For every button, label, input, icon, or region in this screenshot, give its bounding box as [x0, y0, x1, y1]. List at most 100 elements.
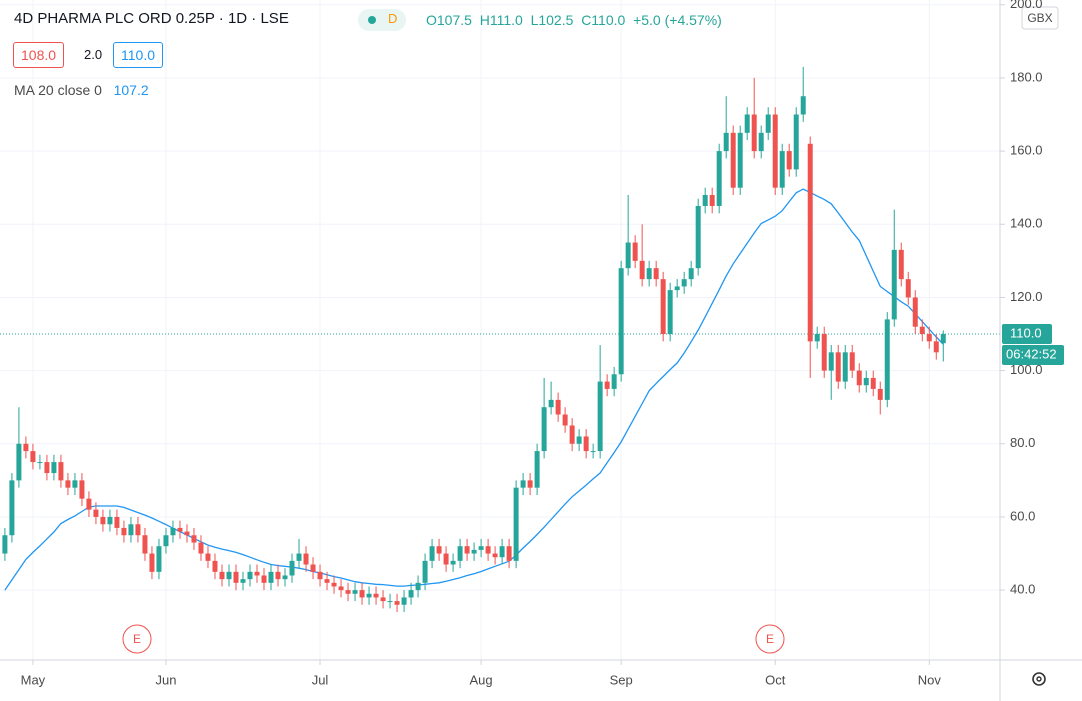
candle-body: [86, 498, 92, 510]
candle-body: [184, 531, 190, 536]
candle-body: [870, 377, 876, 389]
status-badge: D: [388, 11, 398, 26]
candle-body: [940, 334, 946, 344]
candle-body: [863, 377, 869, 386]
candle-body: [58, 462, 64, 481]
candle-body: [485, 546, 491, 554]
ohlc-open: O107.5: [426, 12, 472, 28]
y-tick-label: 200.0: [1010, 0, 1043, 11]
candle-body: [51, 462, 57, 474]
ohlc-change: +5.0 (+4.57%): [633, 12, 722, 28]
y-tick-label: 80.0: [1010, 435, 1035, 450]
earnings-marker[interactable]: [122, 624, 152, 654]
candle-body: [205, 553, 211, 561]
candle-body: [723, 132, 729, 152]
candle-body: [443, 553, 449, 565]
candle-body: [793, 114, 799, 170]
candle-body: [877, 388, 883, 400]
candle-body: [296, 553, 302, 561]
currency-box[interactable]: [1021, 6, 1059, 30]
candle-body: [569, 425, 575, 444]
candle-body: [891, 249, 897, 320]
candle-body: [688, 268, 694, 280]
candle-body: [807, 143, 813, 342]
candle-body: [632, 242, 638, 261]
y-tick-label: 40.0: [1010, 582, 1035, 597]
candle-body: [625, 242, 631, 269]
x-tick-label: Jul: [312, 672, 329, 687]
y-tick-label: 120.0: [1010, 289, 1043, 304]
candle-body: [366, 593, 372, 598]
indicator-legend: MA 20 close 0 107.2: [14, 82, 149, 98]
candle-body: [135, 524, 141, 536]
candle-body: [709, 195, 715, 206]
candle-body: [317, 571, 323, 580]
candle-body: [65, 480, 71, 488]
candle-body: [23, 443, 29, 452]
candle-body: [611, 374, 617, 389]
settings-icon[interactable]: [1032, 672, 1046, 686]
candle-body: [464, 546, 470, 554]
candle-body: [401, 597, 407, 605]
candle-body: [303, 553, 309, 565]
x-tick-label: Sep: [610, 672, 633, 687]
candle-body: [744, 114, 750, 133]
ohlc-low: L102.5: [530, 12, 574, 28]
candle-body: [226, 571, 232, 580]
candle-body: [786, 151, 792, 170]
earnings-label: E: [133, 632, 141, 646]
candle-body: [310, 564, 316, 572]
x-tick-label: May: [21, 672, 46, 687]
candle-body: [457, 546, 463, 561]
candle-body: [520, 480, 526, 488]
candle-body: [338, 586, 344, 591]
candle-body: [667, 290, 673, 335]
gear-hub: [1036, 676, 1042, 682]
candle-body: [912, 297, 918, 327]
candle-body: [121, 527, 127, 536]
candle-body: [814, 334, 820, 342]
candle-body: [653, 268, 659, 280]
candle-body: [415, 582, 421, 591]
candle-body: [79, 480, 85, 499]
y-tick-label: 140.0: [1010, 216, 1043, 231]
candle-body: [100, 516, 106, 525]
candle-body: [513, 487, 519, 561]
candle-body: [261, 575, 267, 583]
status-dot: [368, 16, 376, 24]
candle-body: [212, 560, 218, 572]
candle-body: [604, 381, 610, 389]
y-tick-label: 180.0: [1010, 69, 1043, 84]
candle-body: [597, 381, 603, 452]
candle-body: [499, 546, 505, 558]
earnings-marker[interactable]: [755, 624, 785, 654]
candle-body: [170, 527, 176, 536]
candle-body: [198, 542, 204, 554]
candle-body: [345, 590, 351, 594]
y-tick-label: 60.0: [1010, 508, 1035, 523]
y-tick-label: 160.0: [1010, 143, 1043, 158]
status-pill[interactable]: D: [358, 9, 406, 31]
ask-box[interactable]: 110.0: [113, 42, 163, 68]
candle-body: [163, 535, 169, 547]
candle-body: [751, 114, 757, 152]
indicator-value: 107.2: [113, 82, 149, 98]
candle-body: [233, 571, 239, 583]
candle-body: [730, 132, 736, 188]
candle-body: [835, 352, 841, 382]
candle-body: [849, 352, 855, 371]
candle-body: [9, 480, 15, 536]
indicator-name: MA 20 close 0: [14, 82, 102, 98]
candle-body: [436, 546, 442, 554]
candle-body: [646, 268, 652, 280]
bid-box[interactable]: 108.0: [13, 42, 65, 68]
candle-body: [905, 279, 911, 298]
candle-body: [387, 601, 393, 603]
candle-body: [2, 535, 8, 554]
candle-body: [527, 480, 533, 488]
candle-body: [44, 462, 50, 474]
ohlc-legend: O107.5 H111.0 L102.5 C110.0 +5.0 (+4.57%…: [426, 12, 722, 28]
